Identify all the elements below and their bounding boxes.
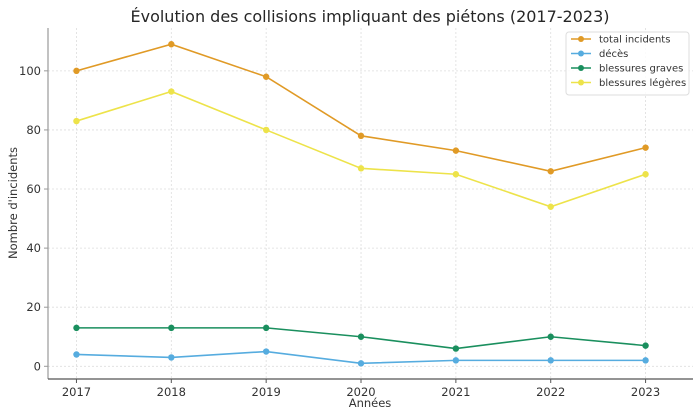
legend-item-deces: décès xyxy=(571,48,628,60)
legend: total incidents décès blessures graves bles… xyxy=(565,31,690,96)
data-point xyxy=(73,351,80,358)
data-point xyxy=(452,345,460,352)
x-tick-label: 2021 xyxy=(441,385,470,399)
y-tick-label: 100 xyxy=(19,64,41,78)
y-ticks: 0 20 40 60 80 100 xyxy=(19,64,48,373)
y-tick-label: 20 xyxy=(26,300,41,314)
data-point xyxy=(73,324,80,332)
data-point xyxy=(168,354,175,361)
data-point xyxy=(357,165,365,172)
legend-marker xyxy=(578,79,584,86)
data-point xyxy=(262,126,270,134)
data-point xyxy=(452,147,460,154)
data-point xyxy=(262,73,270,80)
series-blessures-legeres xyxy=(73,88,649,210)
series-blessures-graves xyxy=(73,324,649,352)
series-deces xyxy=(73,348,649,367)
y-tick-label: 40 xyxy=(26,241,41,255)
data-point xyxy=(357,333,365,340)
legend-marker xyxy=(578,36,584,42)
data-point xyxy=(357,360,365,367)
legend-label: décès xyxy=(599,48,628,60)
y-tick-label: 60 xyxy=(26,182,41,196)
data-point xyxy=(547,333,554,340)
x-tick-label: 2023 xyxy=(631,385,660,399)
data-point xyxy=(168,88,175,95)
legend-item-blessures-legeres: blessures légères xyxy=(571,77,686,89)
data-point xyxy=(73,67,80,75)
y-tick-label: 80 xyxy=(26,123,41,137)
x-tick-label: 2019 xyxy=(252,385,281,399)
data-point xyxy=(547,357,554,364)
x-tick-label: 2022 xyxy=(536,385,565,399)
legend-item-total-incidents: total incidents xyxy=(571,35,670,46)
series-total-incidents xyxy=(73,41,649,175)
series-group xyxy=(73,41,649,367)
data-point xyxy=(642,357,649,364)
x-axis-label: Années xyxy=(349,396,392,410)
x-tick-label: 2020 xyxy=(346,385,375,399)
data-point xyxy=(642,171,649,178)
data-point xyxy=(168,41,175,48)
legend-label: blessures graves xyxy=(599,64,683,75)
legend-label: blessures légères xyxy=(599,77,686,89)
data-point xyxy=(357,132,365,140)
y-tick-label: 0 xyxy=(34,359,41,373)
y-axis-label: Nombre d'incidents xyxy=(6,147,20,259)
x-tick-label: 2018 xyxy=(157,385,186,399)
legend-marker xyxy=(578,65,584,71)
data-point xyxy=(168,324,175,332)
legend-item-blessures-graves: blessures graves xyxy=(571,64,683,75)
data-point xyxy=(452,171,460,178)
chart-title: Évolution des collisions impliquant des … xyxy=(130,7,609,26)
legend-label: total incidents xyxy=(599,35,670,46)
legend-box xyxy=(565,31,690,96)
data-point xyxy=(262,324,270,332)
data-point xyxy=(547,168,554,175)
legend-marker xyxy=(578,50,584,57)
data-point xyxy=(262,348,270,355)
data-point xyxy=(642,144,649,151)
axes xyxy=(47,28,693,380)
data-point xyxy=(452,357,460,364)
data-point xyxy=(547,203,554,210)
data-point xyxy=(642,342,649,349)
x-tick-label: 2017 xyxy=(62,385,91,399)
x-ticks: 2017 2018 2019 2020 2021 2022 2023 xyxy=(62,379,660,399)
data-point xyxy=(73,117,80,125)
